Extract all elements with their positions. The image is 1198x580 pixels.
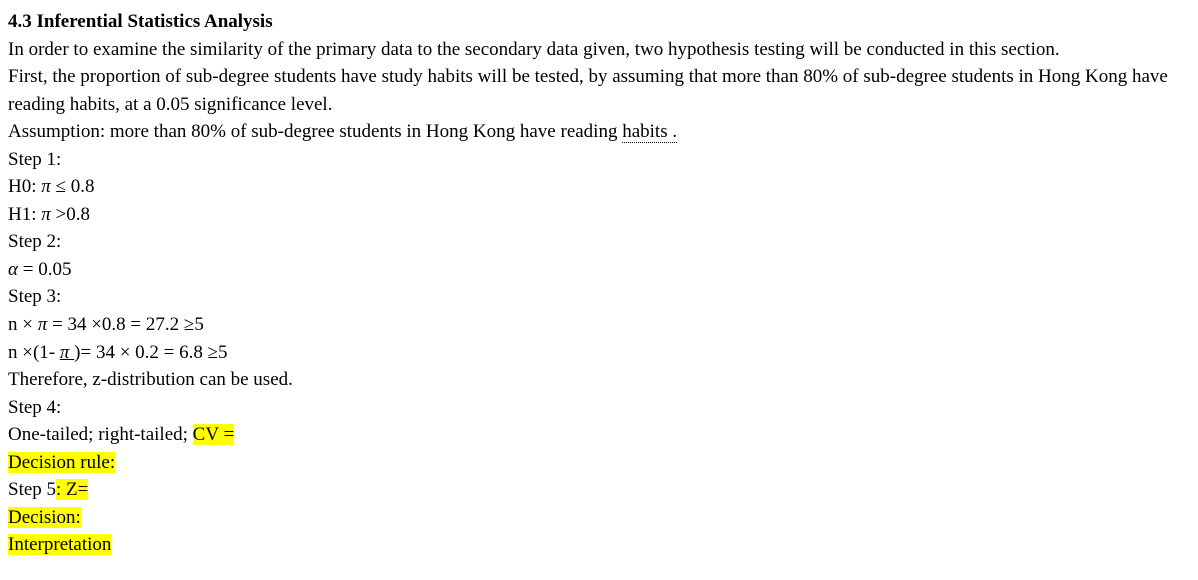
h1-label: H1: <box>8 204 41 225</box>
pi-symbol: π <box>38 314 48 335</box>
decision-highlight: Decision: <box>8 507 81 528</box>
assumption-line: Assumption: more than 80% of sub-degree … <box>8 118 1190 146</box>
alpha-symbol: α <box>8 259 18 280</box>
n-pi-line-b: n ×(1- π )= 34 × 0.2 = 6.8 ≥5 <box>8 339 1190 367</box>
h1-line: H1: π >0.8 <box>8 201 1190 229</box>
n-pi-b-tail: )= 34 × 0.2 = 6.8 ≥5 <box>74 342 227 363</box>
z-dist-line: Therefore, z-distribution can be used. <box>8 366 1190 394</box>
h0-label: H0: <box>8 176 41 197</box>
assumption-text: Assumption: more than 80% of sub-degree … <box>8 121 622 142</box>
assumption-underlined: habits . <box>622 121 677 143</box>
step-3-label: Step 3: <box>8 283 1190 311</box>
step-5-line: Step 5: Z= <box>8 476 1190 504</box>
n-pi-a-pre: n × <box>8 314 38 335</box>
step-4-content: One-tailed; right-tailed; CV = <box>8 421 1190 449</box>
n-pi-line-a: n × π = 34 ×0.8 = 27.2 ≥5 <box>8 311 1190 339</box>
step-4-label: Step 4: <box>8 394 1190 422</box>
h0-value: ≤ 0.8 <box>51 176 95 197</box>
z-highlight: : Z= <box>56 479 88 500</box>
section-heading: 4.3 Inferential Statistics Analysis <box>8 8 1190 36</box>
decision-rule-highlight: Decision rule: <box>8 452 115 473</box>
decision-line: Decision: <box>8 504 1190 532</box>
interpretation-highlight: Interpretation <box>8 534 111 555</box>
interpretation-line: Interpretation <box>8 531 1190 559</box>
step-4-pre: One-tailed; right-tailed; <box>8 424 193 445</box>
h1-value: >0.8 <box>51 204 90 225</box>
intro-paragraph-1: In order to examine the similarity of th… <box>8 36 1190 64</box>
decision-rule-line: Decision rule: <box>8 449 1190 477</box>
alpha-value: = 0.05 <box>18 259 71 280</box>
alpha-line: α = 0.05 <box>8 256 1190 284</box>
pi-symbol-underlined: π <box>60 342 74 363</box>
step-1-label: Step 1: <box>8 146 1190 174</box>
step-2-label: Step 2: <box>8 228 1190 256</box>
pi-symbol: π <box>41 204 51 225</box>
intro-paragraph-2: First, the proportion of sub-degree stud… <box>8 63 1190 118</box>
n-pi-b-pre: n ×(1- <box>8 342 60 363</box>
n-pi-a-tail: = 34 ×0.8 = 27.2 ≥5 <box>47 314 204 335</box>
step-5-pre: Step 5 <box>8 479 56 500</box>
cv-highlight: CV = <box>193 424 235 445</box>
h0-line: H0: π ≤ 0.8 <box>8 173 1190 201</box>
pi-symbol: π <box>41 176 51 197</box>
